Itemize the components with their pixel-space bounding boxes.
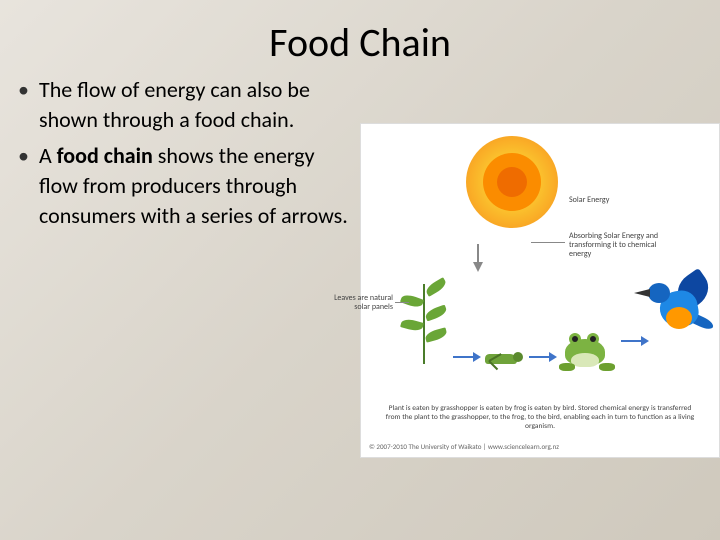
arrow-sun-to-plant: [473, 262, 483, 272]
text-column: • The flow of energy can also be shown t…: [18, 75, 360, 458]
arrow-plant-to-grasshopper: [453, 356, 473, 358]
frog: [559, 329, 615, 371]
bird: [646, 269, 718, 347]
bullet-text: A food chain shows the energy flow from …: [39, 141, 352, 231]
content-row: • The flow of energy can also be shown t…: [0, 75, 720, 458]
frog-pupil: [590, 336, 596, 342]
label-absorbing-energy: Absorbing Solar Energy and transforming …: [569, 232, 679, 260]
leader-line: [531, 242, 565, 243]
plant-leaf: [400, 317, 424, 332]
bullet-marker: •: [18, 75, 29, 135]
frog-eye: [569, 333, 581, 345]
bird-belly: [666, 307, 692, 329]
arrow-grasshopper-to-frog: [529, 356, 549, 358]
frog-belly: [571, 353, 599, 367]
bullet-marker: •: [18, 141, 29, 231]
sun-core: [497, 167, 527, 197]
diagram-caption: Plant is eaten by grasshopper is eaten b…: [361, 404, 719, 431]
frog-leg: [599, 363, 615, 371]
grasshopper-head: [513, 352, 523, 362]
plant: [399, 274, 449, 364]
diagram-column: Solar Energy Leaves are natural solar pa…: [360, 123, 702, 458]
label-solar-energy: Solar Energy: [569, 196, 609, 205]
plant-leaf: [424, 277, 448, 297]
arrow-frog-to-bird: [621, 340, 641, 342]
bird-beak: [634, 289, 650, 297]
bullet-item: • The flow of energy can also be shown t…: [18, 75, 352, 135]
food-chain-diagram: Solar Energy Leaves are natural solar pa…: [360, 123, 720, 458]
slide-title: Food Chain: [0, 0, 720, 75]
grasshopper: [479, 346, 523, 368]
frog-eye: [587, 333, 599, 345]
bird-head: [648, 283, 670, 303]
plant-leaf: [400, 293, 424, 310]
frog-leg: [559, 363, 575, 371]
diagram-copyright: © 2007-2010 The University of Waikato | …: [369, 442, 559, 451]
leader-line: [395, 302, 409, 303]
plant-leaf: [424, 305, 448, 322]
bullet-text: The flow of energy can also be shown thr…: [39, 75, 352, 135]
bullet-text-pre: A: [39, 142, 57, 169]
bullet-text-bold: food chain: [57, 142, 153, 169]
frog-pupil: [572, 336, 578, 342]
plant-leaf: [424, 327, 448, 342]
label-leaves: Leaves are natural solar panels: [331, 294, 393, 312]
bullet-item: • A food chain shows the energy flow fro…: [18, 141, 352, 231]
